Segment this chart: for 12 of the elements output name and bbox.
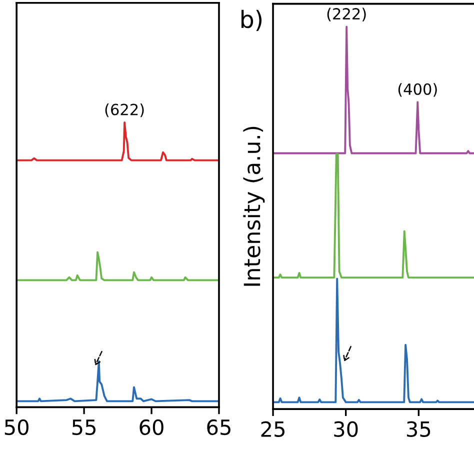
y-axis-title: Intensity (a.u.) xyxy=(243,126,265,286)
x-tick-label: 50 xyxy=(4,419,28,436)
x-tick-label: 65 xyxy=(207,419,230,436)
x-tick-label: 60 xyxy=(140,419,164,436)
x-tick-label: 35 xyxy=(406,421,430,437)
text: b) xyxy=(242,10,262,31)
annotation: (222) xyxy=(327,8,366,22)
x-tick-label: 55 xyxy=(72,420,96,436)
x-tick-label: 30 xyxy=(334,421,358,437)
annotation: (400) xyxy=(398,83,437,97)
x-tick-label: 25 xyxy=(261,421,284,437)
annotation: (622) xyxy=(105,103,144,118)
